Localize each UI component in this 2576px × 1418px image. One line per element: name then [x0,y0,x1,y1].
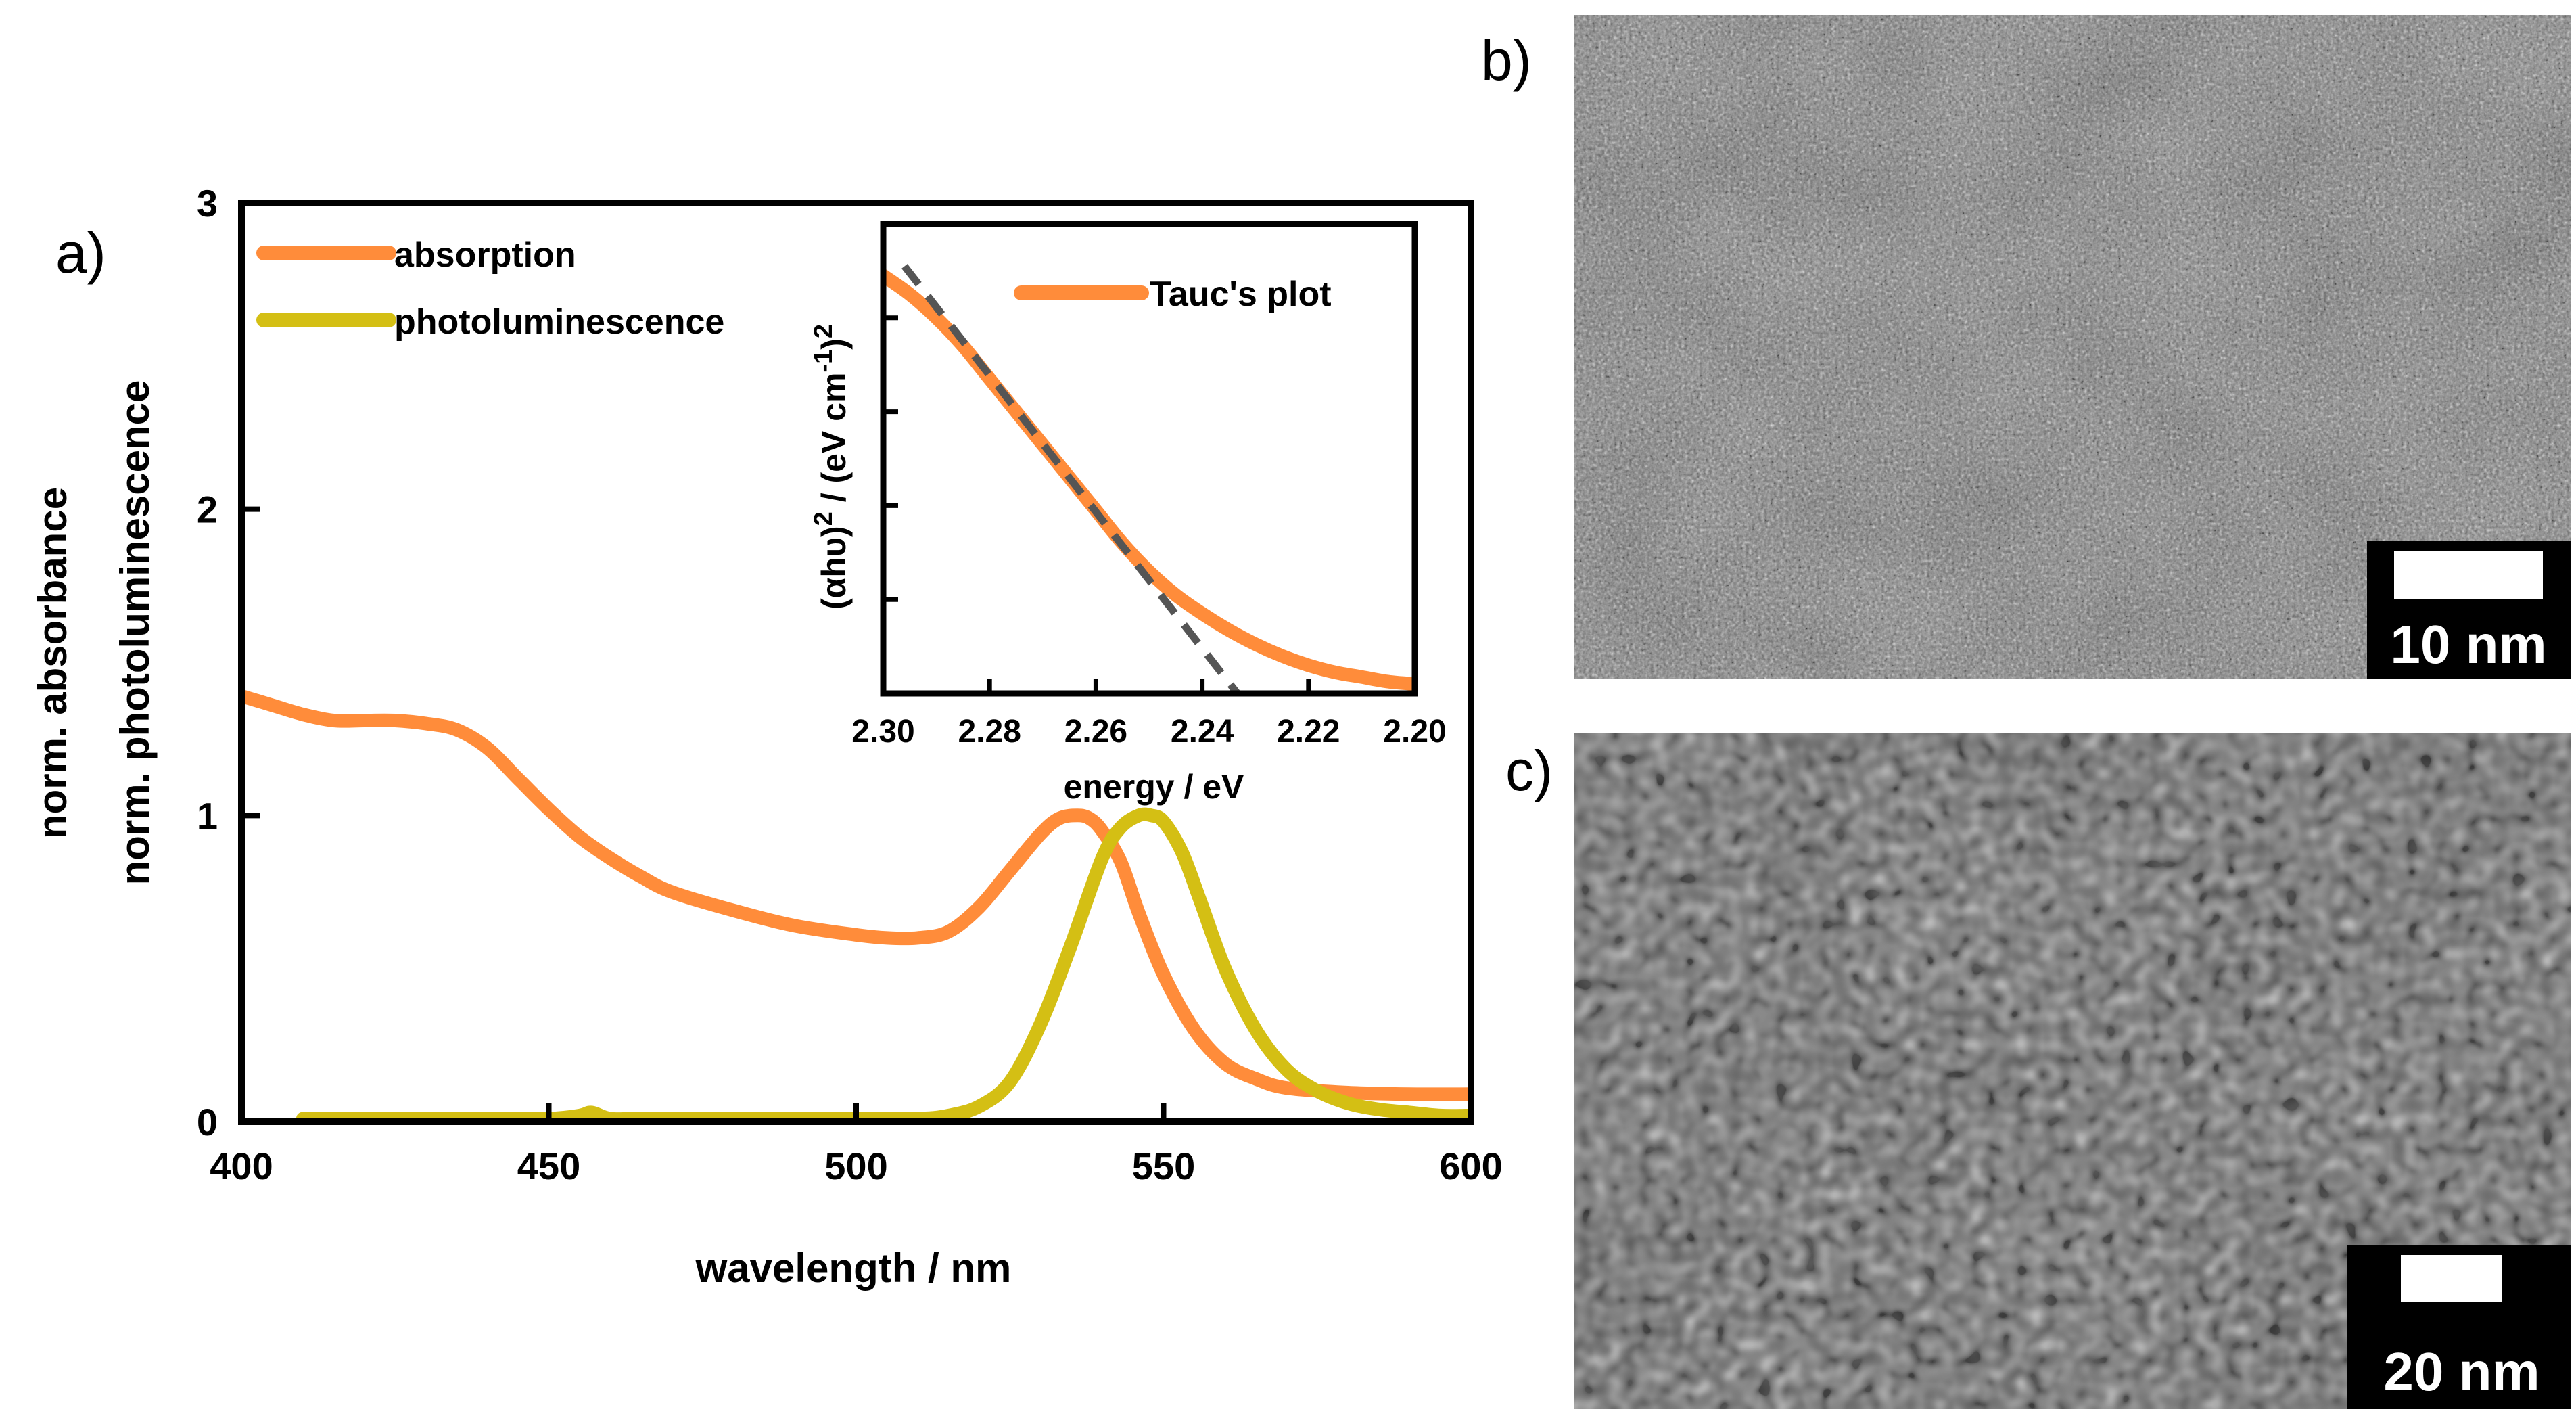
scalebar-label-c: 20 nm [2383,1342,2539,1402]
inset-x-tick-label-5: 2.20 [1383,714,1446,750]
inset-x-tick-label-0: 2.30 [851,714,914,750]
series-linear-fit-line [901,264,1242,693]
scalebar-label-b: 10 nm [2390,614,2546,674]
legend-label-absorption: absorption [394,235,576,275]
tem-image-b: 10 nm [1574,15,2571,679]
y-axis-title-absorbance: norm. absorbance [30,487,75,839]
x-tick-label-600: 600 [1439,1145,1502,1187]
legend-label-tauc: Tauc's plot [1150,275,1332,314]
inset-ylabel-sup3: 2 [810,324,838,338]
panel-label-c: c) [1505,739,1553,802]
inset-x-axis-title: energy / eV [1064,768,1244,806]
y-tick-label-1: 1 [197,794,218,837]
y-tick-label-3: 3 [197,182,218,225]
series-absorption-line [241,689,1471,1101]
inset-x-tick-label-1: 2.28 [958,714,1021,750]
inset-y-axis-title: (αhυ)2 / (eV cm-1)2 [810,324,853,610]
inset-ylabel-mid: / (eV cm [815,373,853,512]
y-axis-title-photoluminescence: norm. photoluminescence [112,380,158,886]
series-photoluminescence-line [296,807,1471,1122]
scalebar-c [2401,1255,2502,1302]
y-tick-label-2: 2 [197,488,218,531]
x-tick-label-550: 550 [1132,1145,1195,1187]
main-series-group [241,689,1471,1122]
panel-label-a: a) [55,221,106,285]
inset-chart: 2.30 2.28 2.26 2.24 2.22 2.20 Tauc's plot ene… [810,221,1447,806]
panel-label-b: b) [1481,28,1532,92]
legend-label-photoluminescence: photoluminescence [394,302,724,342]
x-axis-title: wavelength / nm [695,1245,1012,1291]
inset-x-tick-label-2: 2.26 [1064,714,1127,750]
y-tick-label-0: 0 [197,1101,218,1143]
inset-ylabel-post: ) [815,338,853,350]
inset-ticks: 2.30 2.28 2.26 2.24 2.22 2.20 [851,315,1447,750]
tem-image-c: 20 nm [1574,733,2571,1409]
inset-series-group [883,264,1415,693]
main-chart: 400 450 500 550 600 0 1 2 3 norm. absorbance nor… [30,182,1503,1291]
inset-plot-frame [880,221,1418,697]
x-tick-label-400: 400 [210,1145,273,1187]
inset-x-tick-label-4: 2.22 [1277,714,1340,750]
inset-ylabel-sup2: -1 [810,350,838,373]
series-tauc-line [883,269,1415,691]
inset-ylabel-pre: (αhυ) [815,526,853,610]
scalebar-b [2394,551,2543,599]
main-legend: absorption photoluminescence [256,235,724,342]
inset-background [883,224,1415,693]
inset-ylabel-sup1: 2 [810,511,838,526]
x-tick-label-450: 450 [517,1145,580,1187]
inset-x-tick-label-3: 2.24 [1171,714,1234,750]
x-tick-label-500: 500 [824,1145,887,1187]
main-ticks: 400 450 500 550 600 0 1 2 3 [197,182,1503,1187]
